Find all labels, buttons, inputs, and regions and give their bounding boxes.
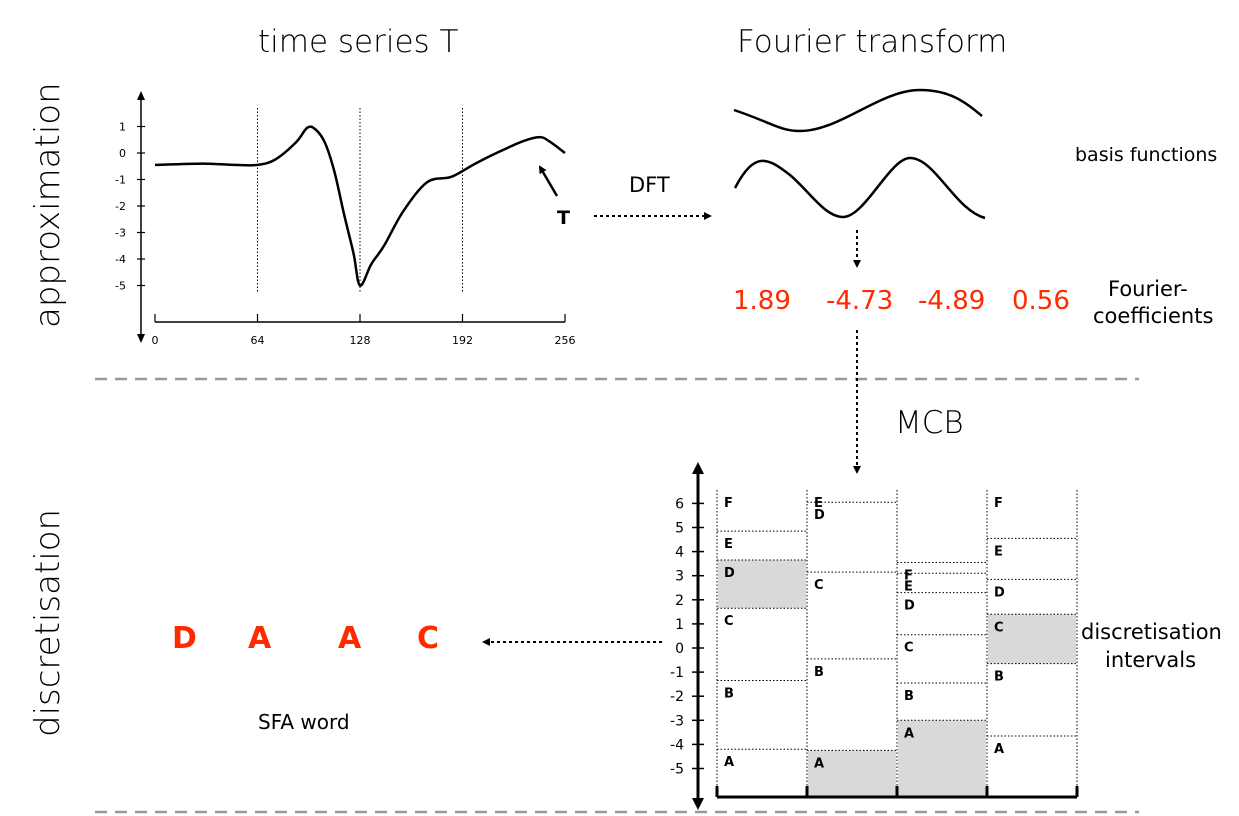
ts-x-tick-label: 128 <box>350 334 371 347</box>
mcb-y-tick-label: 0 <box>675 641 684 657</box>
ts-y-tick-label: 1 <box>119 121 126 134</box>
mcb-interval-letter: D <box>904 599 915 614</box>
mcb-interval-letter: C <box>814 578 824 593</box>
basis-function-high-frequency <box>733 156 986 220</box>
mcb-interval-letter: C <box>994 620 1004 635</box>
mcb-interval-letter: F <box>904 568 913 583</box>
mcb-y-tick-label: 4 <box>675 545 684 561</box>
mcb-interval-letter: D <box>994 585 1005 600</box>
fourier-coefficient-4: 0.56 <box>1012 286 1070 316</box>
mcb-y-axis-arrow-top <box>692 462 704 474</box>
mcb-interval-letter: D <box>814 508 825 523</box>
fourier-transform-title: Fourier transform <box>737 24 1008 60</box>
ts-x-tick-label: 0 <box>152 334 159 347</box>
mcb-title: MCB <box>895 405 964 441</box>
fourier-coefficients-label-line1: Fourier- <box>1108 277 1188 301</box>
mcb-interval-letter: E <box>994 544 1003 559</box>
mcb-y-axis-arrow-bottom <box>692 798 704 810</box>
mcb-interval-letter: F <box>994 496 1003 511</box>
dft-label: DFT <box>629 173 670 197</box>
ts-x-tick-label: 256 <box>555 334 576 347</box>
sfa-word-label: SFA word <box>258 710 350 734</box>
mcb-selected-interval <box>988 614 1076 664</box>
mcb-selected-interval <box>808 750 896 797</box>
mcb-interval-letter: A <box>724 755 734 770</box>
mcb-interval-letter: A <box>814 756 824 771</box>
mcb-interval-letter: C <box>904 641 914 656</box>
ts-y-tick-label: 0 <box>119 147 126 160</box>
sfa-word-letter-1: D <box>172 621 197 656</box>
fourier-coefficient-3: -4.89 <box>918 286 986 316</box>
time-series-title: time series T <box>258 24 459 60</box>
fourier-coefficients-label-line2: coefficients <box>1093 304 1214 328</box>
mcb-interval-letter: E <box>904 579 913 594</box>
basis-functions-label: basis functions <box>1075 144 1218 166</box>
basis-function-low-frequency <box>733 88 983 133</box>
discretisation-intervals-label-line2: intervals <box>1105 648 1197 672</box>
series-marker-label: T <box>557 207 570 229</box>
ts-y-tick-label: -4 <box>115 253 126 266</box>
mcb-interval-letter: C <box>724 614 734 629</box>
mcb-interval-letter: E <box>724 537 733 552</box>
sfa-word-letter-3: A <box>338 621 362 656</box>
mcb-interval-letter: F <box>724 496 733 511</box>
ts-y-axis-arrow-top <box>137 91 145 100</box>
mcb-selected-interval <box>718 560 806 609</box>
mcb-y-tick-label: 6 <box>675 496 684 512</box>
mcb-y-tick-label: 1 <box>675 617 684 633</box>
mcb-interval-letter: E <box>814 496 823 511</box>
mcb-y-tick-label: 3 <box>675 569 684 585</box>
mcb-y-tick-label: -5 <box>670 762 684 778</box>
mcb-y-tick-label: 5 <box>675 521 684 537</box>
ts-y-tick-label: -3 <box>115 227 126 240</box>
mcb-interval-letter: B <box>814 665 824 680</box>
mcb-y-tick-label: -1 <box>670 665 684 681</box>
sfa-word-letter-2: A <box>248 621 272 656</box>
discretisation-intervals-label-line1: discretisation <box>1081 620 1222 644</box>
sfa-word-letter-4: C <box>417 621 440 656</box>
mcb-interval-letter: B <box>904 689 914 704</box>
fourier-coefficient-1: 1.89 <box>733 286 791 316</box>
ts-y-axis-arrow-bottom <box>137 334 145 343</box>
series-pointer-arrow <box>538 165 559 197</box>
mcb-interval-letter: A <box>904 726 914 741</box>
mcb-y-tick-label: -3 <box>670 713 684 729</box>
mcb-interval-letter: A <box>994 742 1004 757</box>
ts-y-tick-label: -1 <box>115 174 126 187</box>
mcb-y-tick-label: 2 <box>675 593 684 609</box>
ts-y-tick-label: -2 <box>115 200 126 213</box>
fourier-coefficient-2: -4.73 <box>826 286 894 316</box>
mcb-y-tick-label: -4 <box>670 737 684 753</box>
mcb-selected-interval <box>898 720 986 797</box>
ts-x-tick-label: 192 <box>452 334 473 347</box>
mcb-interval-letter: D <box>724 566 735 581</box>
mcb-y-tick-label: -2 <box>670 689 684 705</box>
ts-y-tick-label: -5 <box>115 280 126 293</box>
mcb-interval-letter: B <box>724 687 734 702</box>
ts-series-line <box>154 125 566 287</box>
mcb-interval-letter: B <box>994 670 1004 685</box>
ts-x-tick-label: 64 <box>251 334 265 347</box>
